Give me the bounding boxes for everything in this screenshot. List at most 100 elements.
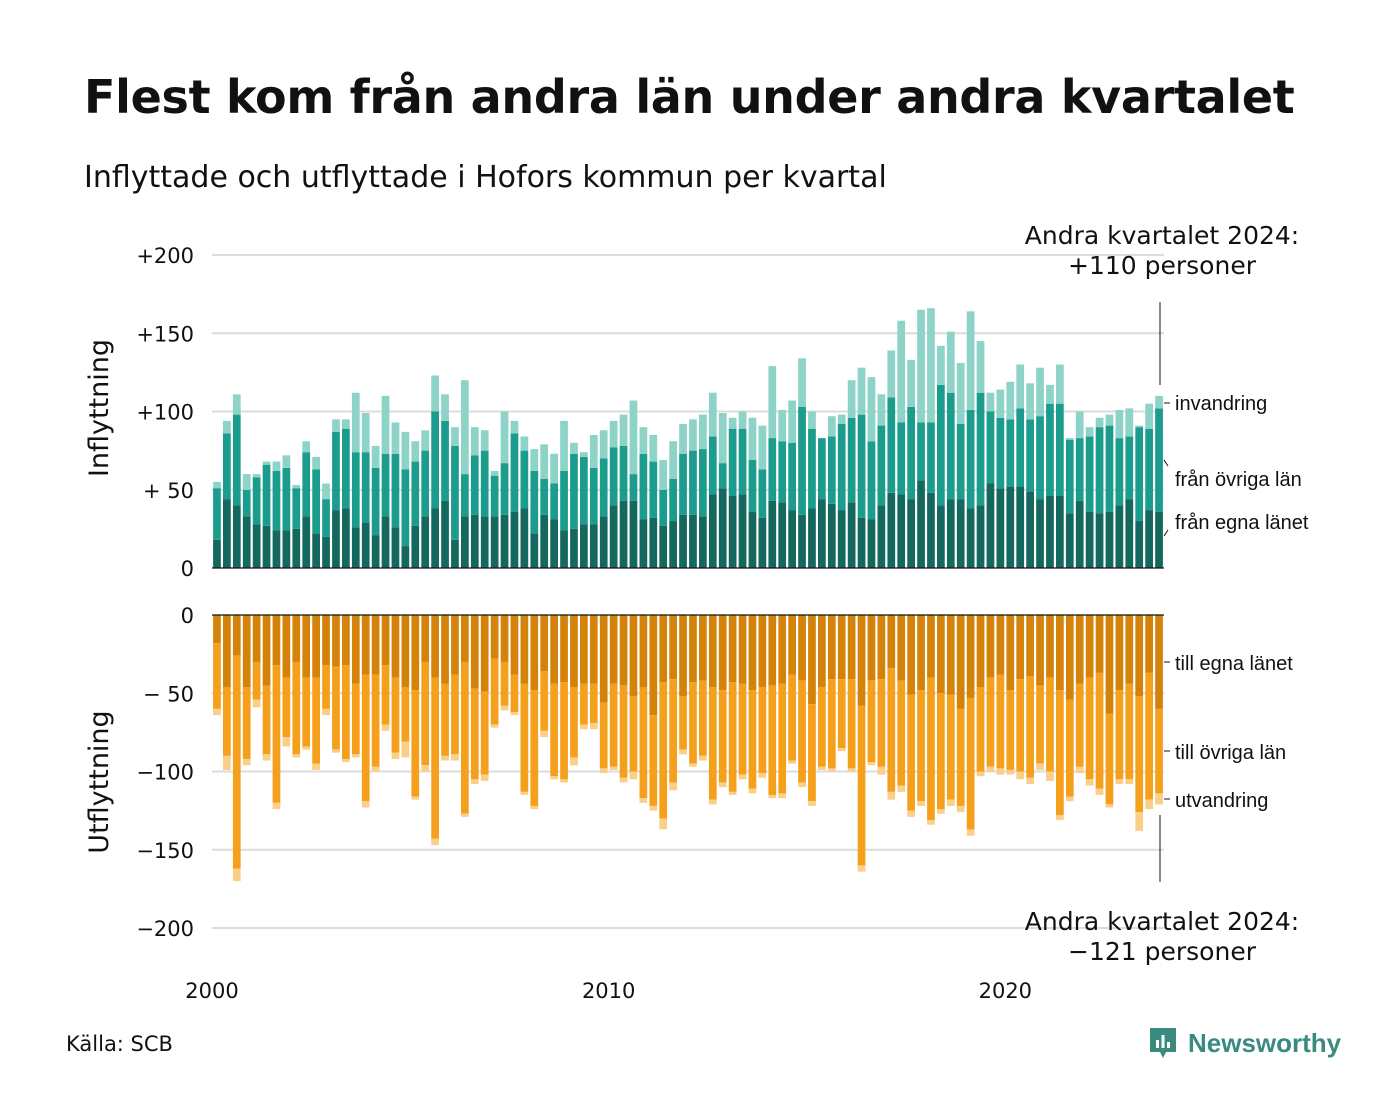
inflow-bar-segment bbox=[560, 530, 568, 568]
outflow-bar-segment bbox=[1016, 771, 1025, 780]
outflow-bar-segment bbox=[361, 615, 370, 675]
inflow-bar-segment bbox=[302, 516, 311, 568]
outflow-bar-segment bbox=[322, 615, 330, 666]
inflow-bar-segment bbox=[500, 411, 509, 464]
outflow-bar-segment bbox=[827, 768, 836, 772]
inflow-bar-segment bbox=[421, 430, 430, 451]
outflow-bar-segment bbox=[877, 679, 886, 767]
outflow-bar-segment bbox=[381, 724, 390, 731]
inflow-bar-segment bbox=[1095, 417, 1104, 428]
inflow-bar-segment bbox=[1046, 384, 1054, 404]
outflow-bar-segment bbox=[778, 683, 787, 794]
inflow-bar-segment bbox=[629, 500, 638, 568]
outflow-bar-segment bbox=[689, 615, 697, 683]
inflow-bar-segment bbox=[381, 453, 390, 517]
inflow-bar-segment bbox=[540, 514, 549, 568]
outflow-bar-segment bbox=[1105, 615, 1114, 714]
outflow-bar-segment bbox=[1006, 769, 1015, 775]
inflow-bar-segment bbox=[1145, 428, 1153, 511]
outflow-bar-segment bbox=[1065, 796, 1074, 802]
outflow-bar-segment bbox=[639, 615, 648, 687]
outflow-bar-segment bbox=[639, 686, 648, 799]
outflow-bar-segment bbox=[976, 615, 985, 687]
inflow-bar-segment bbox=[550, 519, 558, 568]
inflow-bar-segment bbox=[669, 521, 677, 568]
y-tick-label: +200 bbox=[136, 244, 194, 268]
outflow-annotation-line2: −121 personer bbox=[1068, 937, 1257, 966]
outflow-bar-segment bbox=[887, 668, 896, 792]
inflow-bar-segment bbox=[262, 525, 271, 568]
inflow-bar-segment bbox=[1125, 408, 1134, 437]
inflow-bar-segment bbox=[1145, 403, 1153, 429]
inflow-bar-segment bbox=[1095, 427, 1104, 514]
outflow-bar-segment bbox=[827, 679, 836, 769]
inflow-bar-segment bbox=[322, 536, 330, 568]
outflow-bar-segment bbox=[1125, 615, 1134, 684]
inflow-bar-segment bbox=[847, 417, 856, 503]
outflow-bar-segment bbox=[470, 779, 479, 785]
outflow-bar-segment bbox=[917, 615, 925, 691]
inflow-bar-segment bbox=[1085, 436, 1094, 512]
inflow-bar-segment bbox=[342, 419, 350, 429]
brand-logo[interactable]: Newsworthy bbox=[1148, 1026, 1341, 1060]
inflow-bar-segment bbox=[411, 525, 420, 568]
inflow-bar-segment bbox=[827, 436, 836, 504]
inflow-bar-segment bbox=[639, 453, 648, 520]
inflow-bar-segment bbox=[580, 456, 588, 525]
inflow-bar-segment bbox=[619, 445, 628, 501]
inflow-bar-segment bbox=[768, 438, 777, 501]
outflow-bar-segment bbox=[1145, 615, 1153, 673]
outflow-bar-segment bbox=[867, 680, 876, 763]
inflow-bar-segment bbox=[213, 539, 221, 568]
inflow-bar-segment bbox=[461, 474, 469, 517]
inflow-bar-segment bbox=[1125, 499, 1134, 568]
inflow-bar-segment bbox=[332, 510, 340, 568]
inflow-bar-segment bbox=[689, 450, 697, 515]
outflow-bar-segment bbox=[490, 724, 499, 728]
outflow-bar-segment bbox=[956, 615, 965, 709]
outflow-bar-segment bbox=[877, 615, 886, 680]
outflow-bar-segment bbox=[629, 615, 638, 697]
inflow-bar-segment bbox=[609, 447, 618, 506]
outflow-bar-segment bbox=[738, 774, 747, 780]
outflow-bar-segment bbox=[530, 690, 539, 806]
outflow-bar-segment bbox=[589, 615, 598, 684]
brand-name: Newsworthy bbox=[1188, 1027, 1342, 1058]
outflow-bar-segment bbox=[808, 801, 816, 806]
newsworthy-logo-icon bbox=[1150, 1028, 1176, 1058]
inflow-bar-segment bbox=[232, 414, 241, 506]
inflow-bar-segment bbox=[976, 392, 985, 506]
outflow-bar-segment bbox=[540, 671, 549, 731]
inflow-bar-segment bbox=[272, 530, 281, 568]
inflow-bar-segment bbox=[431, 411, 439, 509]
outflow-bar-segment bbox=[897, 680, 906, 786]
inflow-bar-segment bbox=[768, 366, 777, 439]
outflow-bar-segment bbox=[461, 615, 469, 662]
inflow-bar-segment bbox=[659, 460, 668, 490]
outflow-bar-segment bbox=[599, 615, 608, 703]
inflow-bar-segment bbox=[470, 455, 479, 515]
outflow-bar-segment bbox=[272, 665, 281, 803]
outflow-bar-segment bbox=[381, 615, 390, 666]
inflow-bar-segment bbox=[451, 445, 459, 540]
outflow-bar-segment bbox=[1135, 696, 1144, 813]
outflow-bar-segment bbox=[818, 615, 826, 687]
y-tick-label: −200 bbox=[136, 917, 194, 941]
inflow-bar-segment bbox=[292, 485, 301, 489]
inflow-bar-segment bbox=[1046, 403, 1054, 497]
inflow-bar-segment bbox=[520, 508, 529, 568]
outflow-bar-segment bbox=[689, 763, 697, 767]
outflow-bar-segment bbox=[292, 754, 301, 758]
outflow-bar-segment bbox=[758, 615, 767, 687]
outflow-bar-segment bbox=[679, 749, 687, 755]
inflow-bar-segment bbox=[342, 428, 350, 509]
inflow-bar-segment bbox=[857, 517, 866, 568]
inflow-bar-segment bbox=[1115, 505, 1124, 568]
inflow-bar-segment bbox=[550, 483, 558, 520]
outflow-bar-segment bbox=[1145, 799, 1153, 810]
inflow-bar-segment bbox=[282, 467, 291, 531]
outflow-bar-segment bbox=[1056, 615, 1064, 691]
inflow-bar-segment bbox=[580, 452, 588, 457]
outflow-bar-segment bbox=[391, 752, 400, 759]
inflow-bar-segment bbox=[619, 414, 628, 446]
